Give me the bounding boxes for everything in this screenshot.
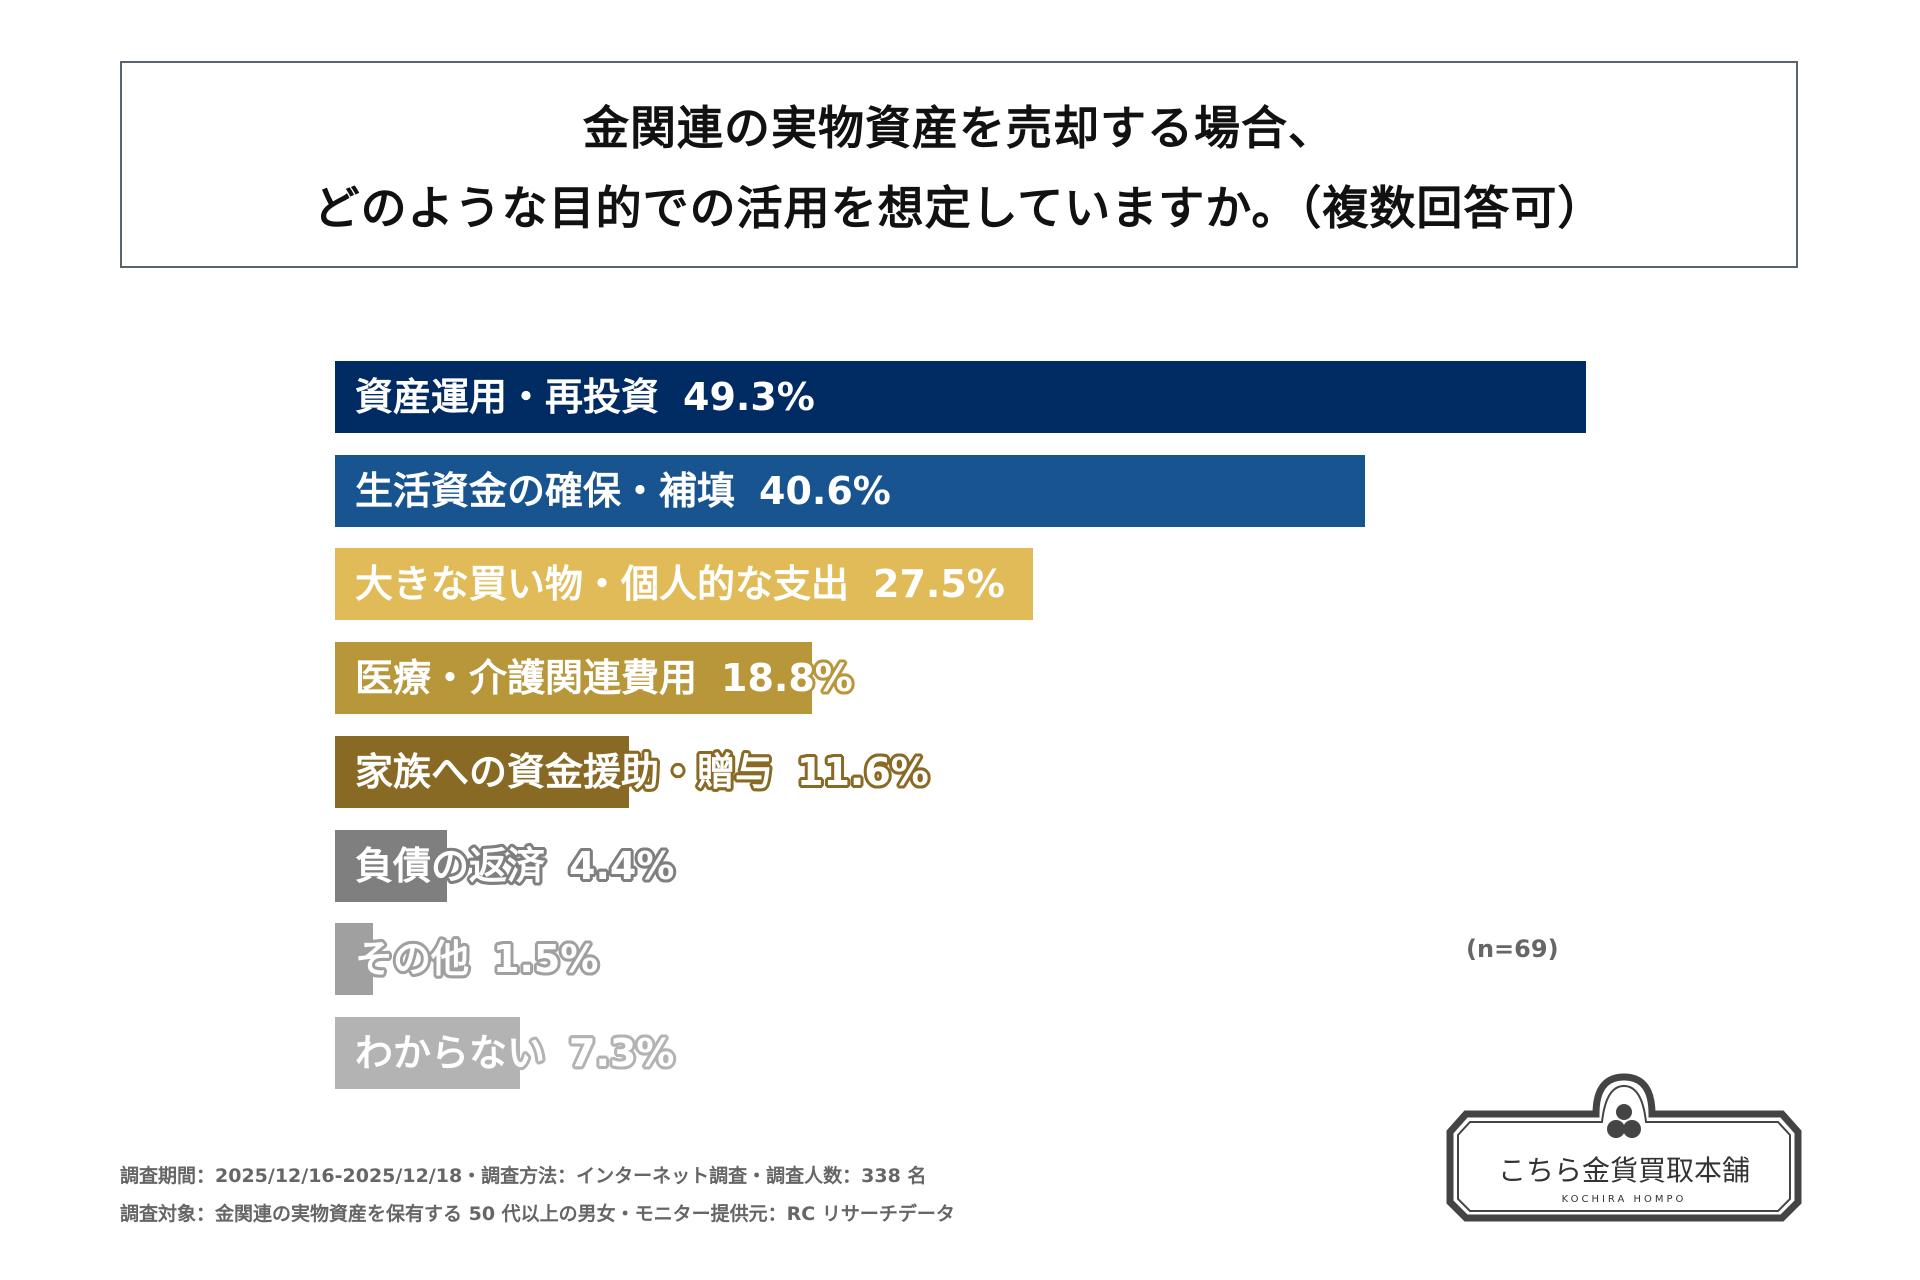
bar-label: 大きな買い物・個人的な支出 27.5% bbox=[355, 548, 1005, 620]
value-label: 11.6% bbox=[797, 749, 929, 794]
logo-sub: KOCHIRA HOMPO bbox=[1562, 1194, 1687, 1205]
value-label: 49.3% bbox=[683, 375, 815, 419]
value-label: 40.6% bbox=[759, 468, 891, 513]
title-box: 金関連の実物資産を売却する場合、 どのような目的での活用を想定していますか。（複… bbox=[120, 61, 1798, 268]
bar bbox=[335, 735, 630, 808]
value-label: 1.5% bbox=[493, 937, 599, 982]
category-label: わからない bbox=[355, 1030, 546, 1075]
category-label: 負債の返済 bbox=[355, 843, 546, 888]
footer-line-2: 調査対象：金関連の実物資産を保有する 50 代以上の男女・モニター提供元：RC … bbox=[120, 1203, 955, 1225]
category-label: 資産運用・再投資 bbox=[355, 375, 660, 419]
bar-label: 負債の返済 4.4% bbox=[355, 830, 674, 902]
kochira-hompo-logo: こちら金貨買取本舗 KOCHIRA HOMPO bbox=[1446, 1073, 1802, 1222]
bar bbox=[335, 923, 374, 996]
bar-label: 医療・介護関連費用 18.8% bbox=[355, 642, 853, 714]
category-label: 大きな買い物・個人的な支出 bbox=[355, 562, 850, 607]
bar-label: 家族への資金援助・贈与 11.6% bbox=[355, 736, 929, 808]
logo-name: こちら金貨買取本舗 bbox=[1498, 1154, 1750, 1187]
title-line-2: どのような目的での活用を想定していますか。（複数回答可） bbox=[313, 180, 1605, 235]
bar bbox=[335, 1016, 521, 1089]
category-label: 家族への資金援助・贈与 bbox=[355, 749, 774, 794]
bar-label: 資産運用・再投資 49.3% bbox=[355, 361, 815, 433]
bar-label: 生活資金の確保・補填 40.6% bbox=[355, 455, 891, 527]
bar bbox=[335, 454, 1366, 527]
value-label: 4.4% bbox=[569, 843, 675, 888]
bar bbox=[335, 548, 1033, 621]
bar bbox=[335, 361, 1586, 433]
sample-size-note: (n=69) bbox=[1466, 935, 1559, 963]
bar-chart: 資産運用・再投資 49.3% 生活資金の確保・補填 40.6% 大きな買い物・個人的な支… bbox=[335, 361, 1586, 1089]
bar bbox=[335, 829, 447, 902]
category-label: 生活資金の確保・補填 bbox=[355, 468, 736, 513]
footer-line-1: 調査期間：2025/12/16-2025/12/18・調査方法：インターネット調… bbox=[120, 1165, 927, 1187]
value-label: 18.8% bbox=[721, 656, 853, 701]
bar-label: その他 1.5% bbox=[355, 923, 598, 995]
value-label: 27.5% bbox=[873, 562, 1005, 607]
category-label: 医療・介護関連費用 bbox=[355, 656, 698, 701]
bar bbox=[335, 642, 812, 715]
category-label: その他 bbox=[355, 937, 470, 982]
bar-label: わからない 7.3% bbox=[355, 1017, 674, 1089]
value-label: 7.3% bbox=[569, 1030, 675, 1075]
title-line-1: 金関連の実物資産を売却する場合、 bbox=[583, 100, 1335, 155]
